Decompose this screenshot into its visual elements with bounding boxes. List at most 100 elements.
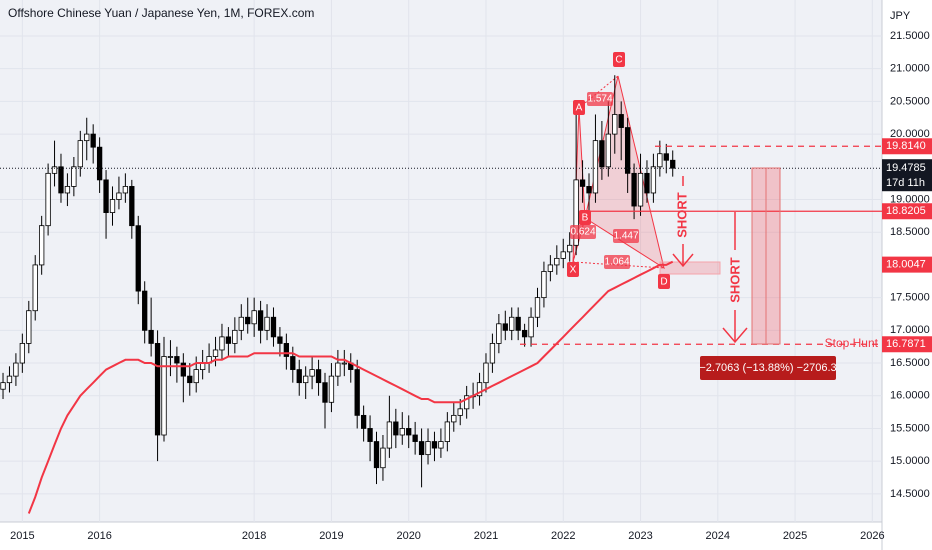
- x-tick-label: 2025: [783, 530, 807, 542]
- x-tick-label: 2018: [242, 530, 266, 542]
- candle-body: [6, 375, 13, 384]
- short-arrow-1: SHORT: [672, 176, 694, 268]
- candle-body: [64, 186, 71, 194]
- candle-body: [476, 382, 483, 397]
- price-level-label: 18.8205: [886, 205, 926, 217]
- price-level-label: 18.0047: [886, 259, 926, 271]
- price-axis-panel: [882, 0, 932, 550]
- pattern-ratio-label: 1.574: [587, 94, 612, 105]
- candle-body: [521, 329, 528, 338]
- current-price-label: 19.4785: [886, 162, 926, 174]
- candle-body: [367, 428, 373, 442]
- pattern-ratio-tag: [570, 225, 596, 239]
- candle-body: [103, 179, 109, 213]
- price-level-label: 16.7871: [886, 338, 926, 350]
- pattern-ratio-tag: [613, 229, 639, 243]
- x-tick-label: 2023: [628, 530, 652, 542]
- candle-body: [380, 447, 386, 469]
- candle-body: [39, 225, 45, 266]
- pattern-point-tag: [579, 210, 591, 225]
- candle-body: [90, 133, 96, 148]
- stop-hunt-label: Stop Hunt: [825, 336, 879, 350]
- candle-body: [135, 225, 141, 292]
- y-tick-label: 18.5000: [890, 226, 930, 238]
- candle-body: [418, 441, 425, 456]
- current-price-box: [882, 159, 932, 192]
- moving-average-line: [27, 260, 674, 514]
- candle-body: [341, 362, 347, 365]
- candle-body: [438, 441, 444, 449]
- candle-body: [464, 395, 470, 410]
- price-level-box: [882, 256, 932, 273]
- arrow-head: [672, 253, 694, 268]
- candle-body: [199, 362, 206, 370]
- y-tick-label: 17.0000: [890, 324, 930, 336]
- candle-body: [109, 199, 116, 213]
- candle-body: [631, 172, 637, 207]
- candle-body: [644, 172, 650, 194]
- candle-body: [45, 172, 51, 227]
- candle-body: [547, 264, 554, 272]
- y-tick-label: 15.0000: [890, 455, 930, 467]
- candle-body: [335, 362, 341, 377]
- candle-body: [586, 186, 592, 194]
- candle-body: [431, 441, 438, 449]
- y-tick-label: 14.5000: [890, 488, 930, 500]
- candle-body: [554, 257, 560, 266]
- candle-body: [541, 271, 547, 299]
- candle-body: [573, 179, 579, 246]
- arrow-head: [722, 327, 748, 344]
- candle-body: [148, 329, 154, 344]
- x-tick-label: 2016: [87, 530, 111, 542]
- y-tick-label: 20.0000: [890, 128, 930, 140]
- candle-body: [618, 114, 624, 128]
- candle-body: [663, 153, 669, 161]
- candle-body: [161, 356, 167, 436]
- candle-body: [560, 251, 566, 259]
- y-tick-label: 16.5000: [890, 357, 930, 369]
- pattern-point-label: X: [570, 265, 577, 276]
- candles: [0, 75, 676, 514]
- price-level-box: [882, 138, 932, 155]
- candle-body: [251, 310, 257, 325]
- candle-body: [483, 362, 489, 384]
- candle-body: [386, 421, 393, 449]
- y-tick-label: 21.5000: [890, 30, 930, 42]
- candle-body: [328, 375, 335, 403]
- candle-body: [193, 369, 199, 384]
- candle-body: [650, 166, 657, 194]
- candle-body: [225, 336, 232, 344]
- candle-body: [322, 382, 328, 403]
- candle-body: [187, 375, 193, 384]
- candle-body: [360, 414, 367, 429]
- pattern-ratio-label: 1.064: [604, 257, 629, 268]
- candle-body: [412, 434, 418, 442]
- candle-body: [373, 441, 380, 469]
- candle-body: [283, 343, 290, 357]
- candle-body: [129, 186, 135, 227]
- candle-body: [277, 336, 283, 344]
- countdown-label: 17d 11h: [886, 177, 925, 189]
- candle-body: [154, 343, 161, 436]
- price-level-label: 19.8140: [886, 140, 926, 152]
- candle-body: [71, 166, 77, 187]
- overlays: X A B C D 1.574 0.624 1.447 1.064: [0, 52, 882, 345]
- candle-body: [174, 356, 180, 364]
- candle-body: [245, 316, 251, 325]
- candle-body: [180, 362, 186, 377]
- candle-body: [670, 159, 676, 169]
- y-tick-label: 15.5000: [890, 422, 930, 434]
- candle-body: [515, 316, 521, 331]
- x-tick-label: 2020: [396, 530, 420, 542]
- candle-body: [624, 127, 631, 174]
- candle-body: [496, 323, 502, 344]
- candle-body: [354, 369, 360, 416]
- candle-body: [26, 310, 32, 344]
- y-tick-label: 21.0000: [890, 63, 930, 75]
- y-tick-label: 19.0000: [890, 193, 930, 205]
- pattern-ratio-tag: [587, 92, 613, 106]
- measure-label-box: [700, 356, 836, 380]
- candle-body: [579, 179, 586, 187]
- candle-body: [444, 421, 450, 442]
